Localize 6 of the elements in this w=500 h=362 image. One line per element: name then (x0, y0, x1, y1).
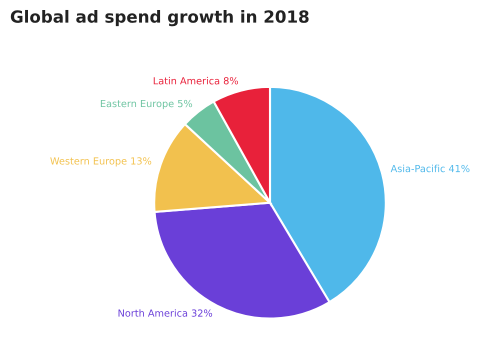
chart-title: Global ad spend growth in 2018 (10, 10, 309, 26)
slice-label: Asia-Pacific 41% (390, 164, 470, 172)
slice-label: Western Europe 13% (50, 157, 152, 167)
slice-label: Latin America 8% (154, 76, 238, 84)
slice-label: Eastern Europe 5% (100, 100, 192, 110)
slice-label: North America 32% (118, 309, 212, 317)
